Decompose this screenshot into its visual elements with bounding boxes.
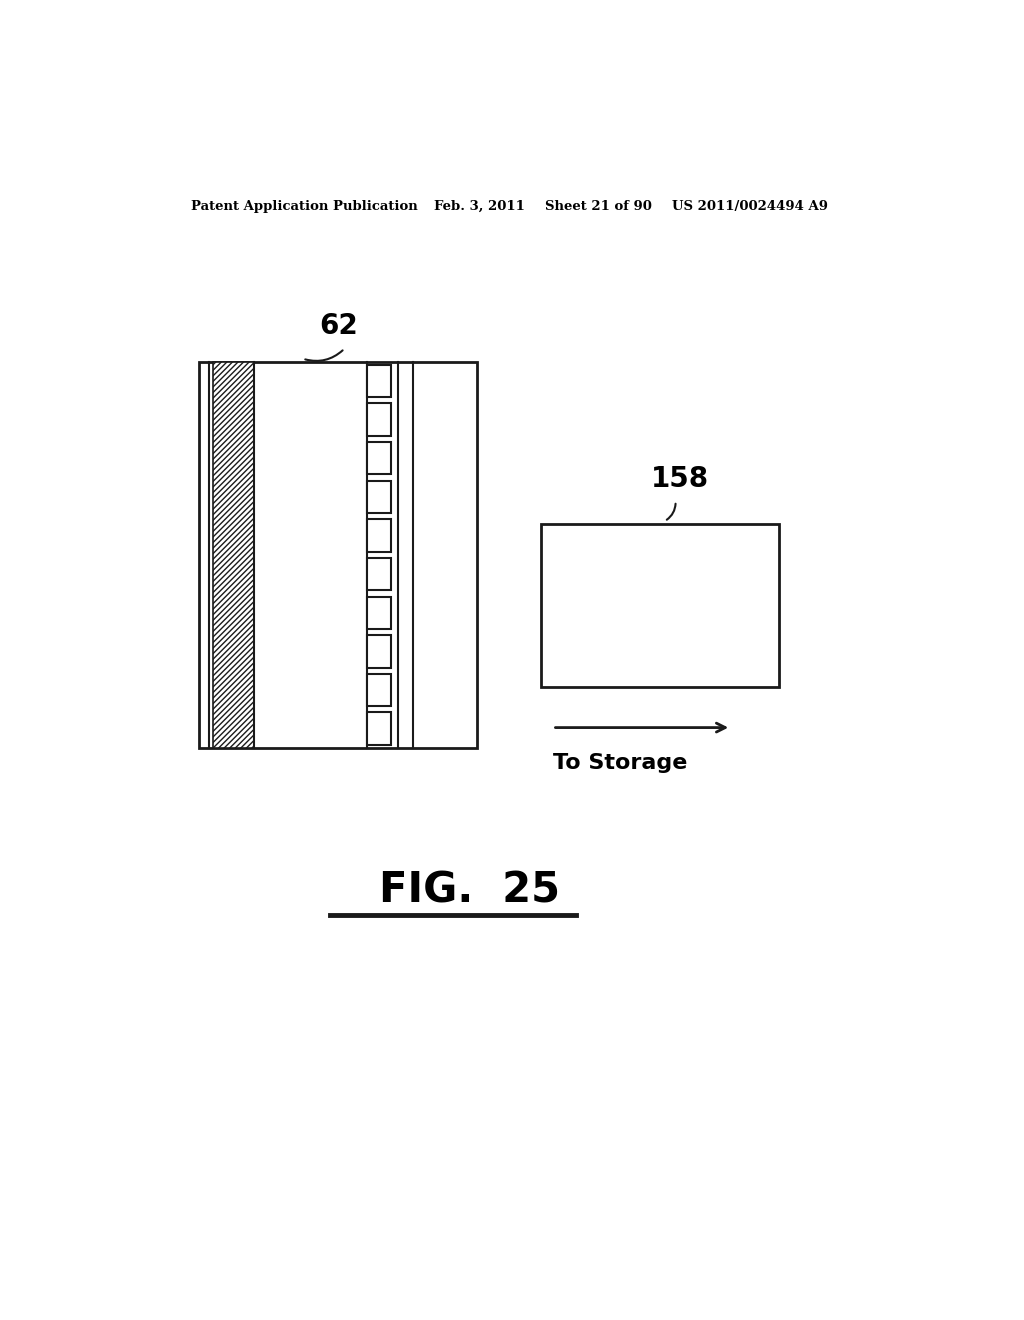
Bar: [368, 635, 391, 668]
Bar: [368, 364, 391, 397]
Bar: [368, 404, 391, 436]
Text: To Storage: To Storage: [553, 754, 687, 774]
Text: 158: 158: [650, 465, 709, 492]
Text: Feb. 3, 2011: Feb. 3, 2011: [433, 199, 524, 213]
Text: US 2011/0024494 A9: US 2011/0024494 A9: [672, 199, 827, 213]
Bar: [368, 597, 391, 628]
Bar: [368, 442, 391, 474]
Text: Patent Application Publication: Patent Application Publication: [191, 199, 418, 213]
Bar: [368, 558, 391, 590]
Bar: [368, 480, 391, 513]
Bar: [541, 524, 779, 686]
Bar: [368, 519, 391, 552]
Text: 62: 62: [318, 312, 357, 341]
Bar: [368, 713, 391, 744]
Text: FIG.  25: FIG. 25: [379, 869, 560, 911]
Bar: [200, 362, 477, 748]
Bar: [368, 673, 391, 706]
Text: Sheet 21 of 90: Sheet 21 of 90: [545, 199, 651, 213]
Bar: [213, 362, 254, 748]
